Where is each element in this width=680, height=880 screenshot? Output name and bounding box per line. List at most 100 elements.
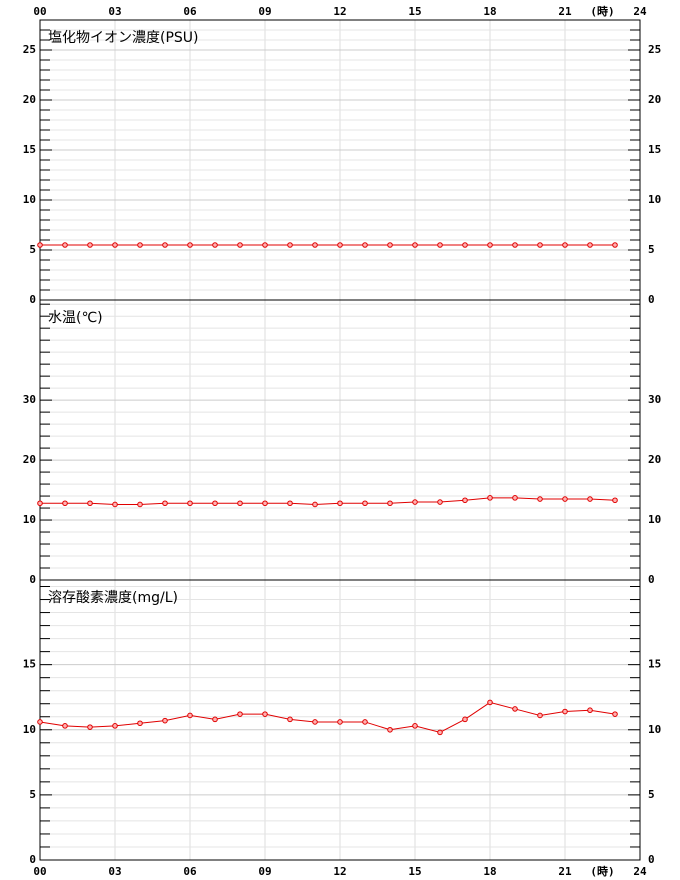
data-point (612, 242, 618, 248)
y-tick-label: 0 (29, 293, 36, 306)
y-tick-label: 25 (23, 43, 36, 56)
y-tick-label: 10 (23, 193, 36, 206)
y-tick-label: 10 (648, 193, 661, 206)
x-axis-unit: (時) (590, 864, 614, 878)
data-point (412, 499, 418, 505)
y-tick-label: 20 (23, 453, 36, 466)
y-tick-label: 15 (648, 658, 661, 671)
x-axis-unit: (時) (590, 4, 614, 18)
data-point (437, 242, 443, 248)
x-tick-label: 15 (408, 5, 421, 18)
data-point (462, 497, 468, 504)
x-tick-label: 18 (483, 5, 496, 18)
data-point (437, 729, 443, 736)
data-point (112, 501, 118, 508)
data-point (562, 496, 568, 502)
data-point (162, 242, 168, 248)
y-tick-label: 10 (648, 723, 661, 736)
y-tick-label: 30 (23, 393, 36, 406)
data-point (212, 716, 218, 723)
data-point (537, 712, 543, 719)
data-point (62, 723, 68, 729)
x-tick-label: 00 (33, 865, 46, 878)
data-point (387, 242, 393, 248)
data-point (562, 242, 568, 248)
data-point (587, 496, 593, 502)
y-tick-label: 30 (648, 393, 661, 406)
x-tick-label: 18 (483, 865, 496, 878)
y-tick-label: 0 (29, 573, 36, 586)
y-tick-label: 25 (648, 43, 661, 56)
y-tick-label: 5 (29, 788, 36, 801)
y-tick-label: 10 (648, 513, 661, 526)
data-point (287, 242, 293, 248)
data-point (87, 500, 93, 507)
data-point (187, 500, 193, 507)
x-tick-label: 06 (183, 865, 197, 878)
y-tick-label: 5 (648, 243, 655, 256)
y-tick-label: 0 (648, 573, 655, 586)
data-point (337, 719, 343, 725)
data-point (162, 500, 168, 507)
data-point (287, 716, 293, 723)
x-tick-label: 12 (333, 865, 346, 878)
y-tick-label: 5 (648, 788, 655, 801)
data-point (412, 242, 418, 248)
data-point (237, 242, 243, 248)
x-tick-label: 15 (408, 865, 421, 878)
y-tick-label: 5 (29, 243, 36, 256)
y-tick-label: 15 (23, 658, 36, 671)
data-point (512, 242, 518, 248)
data-point (37, 500, 43, 507)
data-point (512, 495, 518, 501)
data-point (237, 711, 243, 717)
data-point (462, 242, 468, 248)
data-point (437, 499, 443, 505)
data-point (487, 242, 493, 248)
x-tick-label: 24 (633, 865, 647, 878)
data-point (462, 716, 468, 723)
data-point (587, 242, 593, 248)
data-point (87, 242, 93, 248)
data-point (37, 242, 43, 248)
x-tick-label: 21 (558, 5, 572, 18)
data-point (612, 711, 618, 717)
data-point (162, 717, 168, 724)
x-tick-label: 09 (258, 5, 271, 18)
y-tick-label: 0 (648, 293, 655, 306)
data-point (362, 719, 368, 725)
x-tick-label: 06 (183, 5, 197, 18)
panel-title: 水温(℃) (48, 310, 103, 326)
x-tick-label: 21 (558, 865, 572, 878)
data-point (512, 706, 518, 712)
data-point (187, 712, 193, 719)
data-point (612, 497, 618, 504)
data-line (39, 701, 616, 733)
x-tick-label: 24 (633, 5, 647, 18)
data-point (37, 719, 43, 725)
y-tick-label: 10 (23, 513, 36, 526)
data-point (337, 242, 343, 248)
data-point (312, 501, 318, 508)
data-point (262, 242, 268, 248)
data-point (137, 720, 143, 727)
x-tick-label: 03 (108, 865, 121, 878)
data-point (487, 699, 493, 706)
data-point (562, 708, 568, 715)
panel-title: 塩化物イオン濃度(PSU) (48, 30, 199, 46)
data-point (137, 501, 143, 508)
y-tick-label: 15 (23, 143, 36, 156)
data-point (537, 496, 543, 502)
data-point (87, 724, 93, 730)
x-tick-label: 12 (333, 5, 346, 18)
data-point (62, 500, 68, 507)
data-point (487, 495, 493, 501)
data-point (312, 719, 318, 725)
data-point (387, 726, 393, 733)
y-tick-label: 10 (23, 723, 36, 736)
data-point (537, 242, 543, 248)
data-point (387, 500, 393, 507)
data-point (237, 500, 243, 507)
data-point (262, 711, 268, 717)
